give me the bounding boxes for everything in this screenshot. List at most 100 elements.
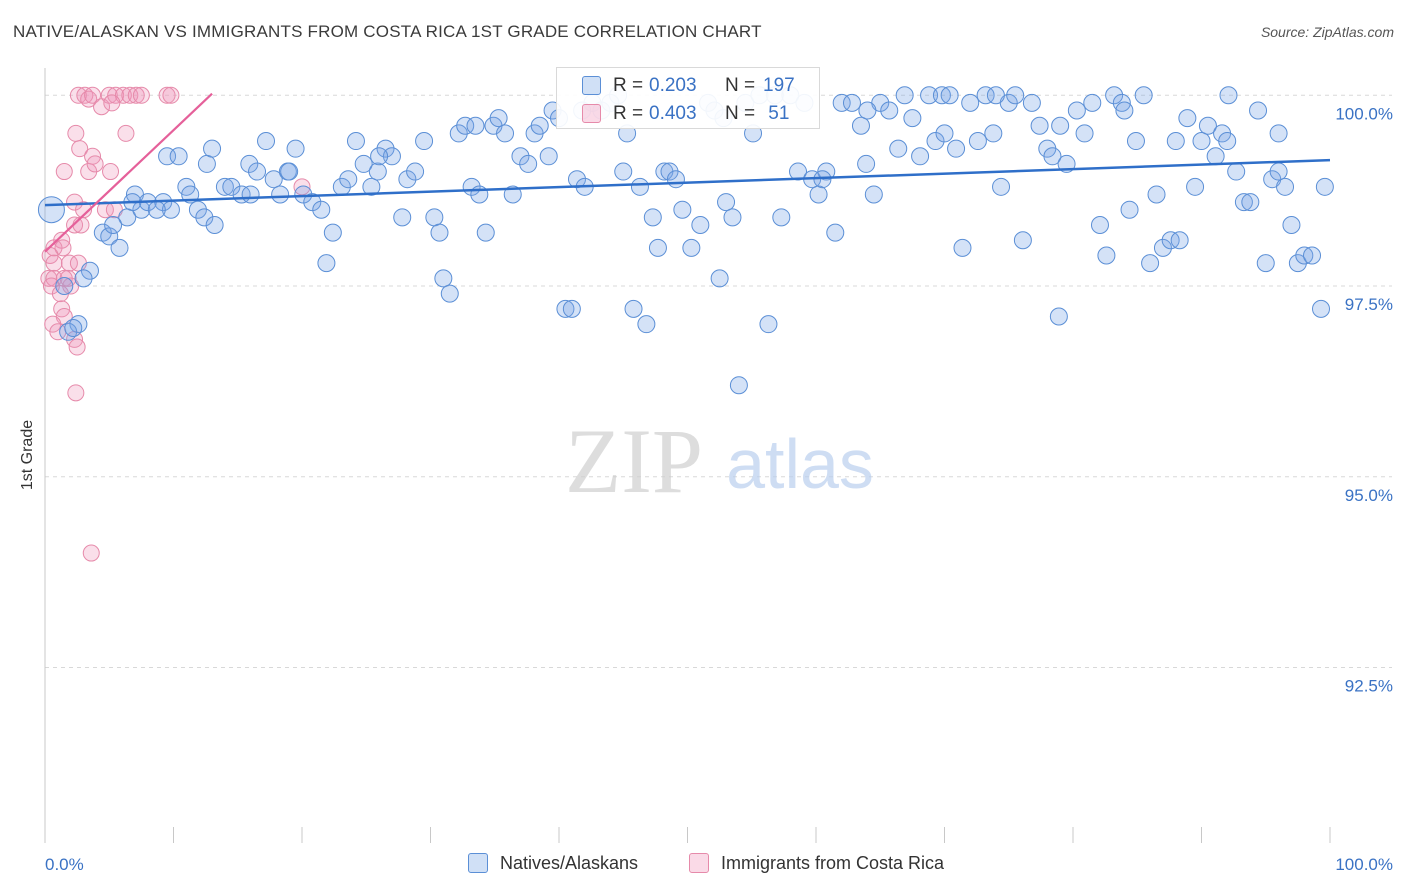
natives-point [286, 139, 305, 158]
natives-point [240, 154, 259, 173]
natives-point [303, 193, 322, 212]
natives-point [895, 86, 914, 105]
x-tick-label-max: 100.0% [1335, 855, 1393, 874]
n-value: 51 [763, 103, 790, 124]
natives-point [1218, 132, 1237, 151]
natives-point [1120, 200, 1139, 219]
natives-point [280, 162, 299, 181]
natives-point [205, 215, 224, 234]
natives-trend-line [44, 158, 1331, 207]
natives-point [614, 162, 633, 181]
natives-point [759, 315, 778, 334]
costa-rica-point [86, 155, 104, 173]
natives-point [406, 162, 425, 181]
natives-point [1186, 177, 1205, 196]
natives-point [393, 208, 412, 227]
natives-point [1141, 254, 1160, 273]
natives-point [809, 185, 828, 204]
x-tick-label-min: 0.0% [45, 855, 84, 874]
natives-point [104, 215, 123, 234]
costa-rica-point [45, 239, 63, 257]
natives-point [440, 284, 459, 303]
legend-swatch-natives [468, 853, 488, 873]
natives-point [257, 132, 276, 151]
natives-point [241, 185, 260, 204]
natives-point [940, 86, 959, 105]
natives-point [1115, 101, 1134, 120]
natives-point [496, 124, 515, 143]
costa-rica-point [117, 124, 135, 142]
costa-rica-point [54, 239, 72, 257]
natives-point [630, 177, 649, 196]
costa-rica-point [71, 140, 89, 158]
watermark-zip: ZIP [565, 410, 703, 512]
natives-point [264, 170, 283, 189]
natives-point [188, 200, 207, 219]
r-value: 0.403 [649, 103, 697, 124]
natives-point [215, 177, 234, 196]
natives-point [425, 208, 444, 227]
natives-point [673, 200, 692, 219]
r-label: R = [613, 103, 644, 124]
y-tick-label: 100.0% [1335, 104, 1393, 123]
n-value: 197 [763, 75, 795, 96]
natives-point [346, 132, 365, 151]
natives-point [1051, 116, 1070, 135]
natives-point [682, 238, 701, 257]
series-natives-points [37, 86, 1334, 395]
natives-point [1256, 254, 1275, 273]
costa-rica-point [72, 216, 90, 234]
tick-labels: 92.5% 95.0% 97.5% 100.0% 0.0% 100.0% [45, 104, 1393, 874]
natives-point [562, 299, 581, 318]
legend-swatch-costa-rica [689, 853, 709, 873]
natives-point [476, 223, 495, 242]
natives-point [1269, 162, 1288, 181]
costa-rica-point [132, 86, 150, 104]
natives-point [935, 124, 954, 143]
natives-point [932, 86, 951, 105]
natives-point [832, 93, 851, 112]
natives-point [624, 299, 643, 318]
natives-point [710, 269, 729, 288]
natives-point [1006, 86, 1025, 105]
natives-point [691, 215, 710, 234]
natives-point [947, 139, 966, 158]
natives-point [466, 116, 485, 135]
natives-point [1276, 177, 1295, 196]
costa-rica-point [82, 544, 100, 562]
natives-point [1097, 246, 1116, 265]
costa-rica-point [293, 178, 311, 196]
natives-point [772, 208, 791, 227]
natives-point [903, 109, 922, 128]
natives-point [354, 154, 373, 173]
natives-point [169, 147, 188, 166]
y-tick-label: 92.5% [1345, 677, 1393, 696]
natives-point [1312, 299, 1331, 318]
costa-rica-point [162, 86, 180, 104]
natives-point [74, 269, 93, 288]
natives-point [992, 177, 1011, 196]
y-tick-label: 97.5% [1345, 295, 1393, 314]
natives-point [717, 193, 736, 212]
natives-point [312, 200, 331, 219]
natives-point [1030, 116, 1049, 135]
costa-rica-point [158, 86, 176, 104]
costa-rica-point [60, 254, 78, 272]
natives-point [539, 147, 558, 166]
natives-point [456, 116, 475, 135]
natives-point [1227, 162, 1246, 181]
natives-point [294, 185, 313, 204]
costa-rica-point [84, 86, 102, 104]
natives-point [666, 170, 685, 189]
n-label: N = [725, 103, 756, 124]
natives-point [789, 162, 808, 181]
natives-point [64, 318, 83, 337]
natives-point [323, 223, 342, 242]
natives-point [1198, 116, 1217, 135]
natives-point [382, 147, 401, 166]
natives-point [80, 261, 99, 280]
natives-point [648, 238, 667, 257]
natives-point [1178, 109, 1197, 128]
natives-point [961, 93, 980, 112]
